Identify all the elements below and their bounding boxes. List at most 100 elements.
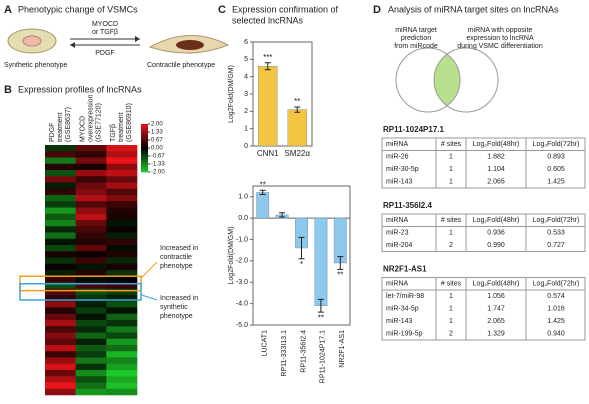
- significance: ***: [263, 53, 272, 62]
- colorbar-label: -1.33: [151, 162, 165, 168]
- heat-cell: [106, 157, 138, 165]
- heat-cell: [75, 307, 107, 315]
- heat-cell: [106, 363, 138, 371]
- table-cell: Log₂Fold(48hr): [473, 141, 520, 148]
- heat-cell: [106, 232, 138, 240]
- x-tick-label: RP11-333I13.1: [281, 330, 288, 377]
- heat-cell: [106, 263, 138, 271]
- heat-cell: [75, 363, 107, 371]
- column-header: (GSE86910): [126, 103, 133, 142]
- error-bar: [264, 62, 271, 71]
- heat-cell: [45, 251, 76, 258]
- heat-cell: [45, 232, 76, 240]
- table-cell: 0.574: [547, 293, 565, 300]
- panel-title: Analysis of miRNA target sites on lncRNA…: [388, 4, 559, 14]
- heat-cell: [45, 338, 76, 346]
- colorbar-step: [141, 146, 148, 149]
- heat-cell: [75, 388, 107, 396]
- heat-cell: [106, 307, 138, 315]
- table-cell: miR-204: [386, 242, 413, 249]
- heat-cell: [106, 207, 138, 215]
- colorbar-step: [141, 168, 148, 171]
- colorbar-step: [141, 130, 148, 133]
- heat-cell: [75, 232, 107, 240]
- venn-label: miRNA with opposite: [468, 27, 533, 34]
- venn-overlap: [434, 48, 460, 112]
- heat-cell: [45, 388, 76, 396]
- heat-cell: [45, 245, 76, 252]
- heat-cell: [106, 295, 138, 302]
- panel-label: A: [4, 4, 12, 16]
- heat-cell: [106, 188, 138, 196]
- column-header: overexpression: [88, 94, 95, 142]
- significance: **: [294, 97, 300, 106]
- heat-cell: [106, 351, 138, 358]
- arrow-label: or TGFβ: [92, 29, 118, 36]
- heat-cell: [75, 163, 107, 171]
- column-header: (GSE8637): [65, 107, 72, 142]
- panel-title: Expression profiles of lncRNAs: [18, 84, 142, 94]
- table-cell: 1.425: [547, 318, 565, 325]
- heat-cell: [75, 338, 107, 346]
- table-cell: 1.329: [487, 331, 505, 338]
- table-cell: 2: [449, 242, 453, 249]
- panel-label: C: [218, 4, 226, 16]
- cell-label: Contractile phenotype: [147, 62, 215, 69]
- significance: **: [318, 313, 324, 322]
- heat-cell: [106, 288, 138, 296]
- error-bar: [279, 212, 286, 218]
- table-cell: Log₂Fold(72hr): [533, 141, 580, 148]
- panel-label: D: [373, 4, 381, 16]
- table-cell: 0.727: [547, 242, 565, 249]
- heat-cell: [75, 188, 107, 196]
- colorbar-step: [141, 164, 148, 167]
- heat-cell: [106, 176, 138, 183]
- heat-cell: [45, 382, 76, 390]
- heat-cell: [75, 345, 107, 352]
- colorbar-label: 2.00: [151, 122, 163, 128]
- heat-cell: [45, 326, 76, 333]
- annotation: synthetic: [160, 304, 188, 311]
- y-tick-label: 5: [244, 56, 248, 63]
- heat-cell: [106, 201, 138, 208]
- heat-cell: [75, 257, 107, 265]
- colorbar-step: [141, 150, 148, 153]
- nucleus: [22, 35, 42, 47]
- heat-cell: [75, 226, 107, 233]
- venn-label: miRNA target: [395, 27, 437, 34]
- heat-cell: [45, 270, 76, 277]
- annotation: phenotype: [160, 263, 193, 270]
- venn-circle: [433, 47, 499, 113]
- heat-cell: [106, 220, 138, 227]
- pointer: [140, 294, 158, 301]
- table-cell: 0.893: [547, 154, 565, 161]
- heat-cell: [75, 357, 107, 365]
- table-cell: miR-23: [386, 230, 409, 237]
- error-bar: [298, 236, 305, 260]
- x-tick-label: RP11-356I2.4: [300, 330, 307, 373]
- y-axis-label: Log2Fold(DM/GM): [228, 65, 235, 123]
- heat-cell: [45, 151, 76, 158]
- colorbar-step: [141, 166, 148, 169]
- heat-cell: [45, 363, 76, 371]
- heat-cell: [45, 182, 76, 190]
- heat-cell: [75, 332, 107, 340]
- heat-cell: [106, 163, 138, 171]
- x-tick-label: RP11-1024P17.1: [320, 330, 327, 383]
- table-cell: Log₂Fold(48hr): [473, 281, 520, 288]
- table-title: RP11-356I2.4: [383, 201, 432, 210]
- heat-cell: [106, 388, 138, 396]
- arrow-label: PDGF: [95, 50, 114, 57]
- table-frame: [381, 137, 586, 189]
- arrow-head: [70, 42, 75, 48]
- annotation: Increased in: [160, 245, 198, 252]
- table-cell: 2.065: [487, 179, 505, 186]
- y-tick-label: 0.0: [238, 215, 248, 222]
- panel-label: B: [4, 84, 12, 96]
- heat-cell: [106, 320, 138, 327]
- error-bar: [317, 298, 324, 313]
- y-tick-label: 6: [244, 39, 248, 46]
- cell-label: Synthetic phenotype: [4, 62, 68, 69]
- y-tick-label: -2.0: [236, 258, 248, 265]
- y-tick-label: 4: [244, 74, 248, 81]
